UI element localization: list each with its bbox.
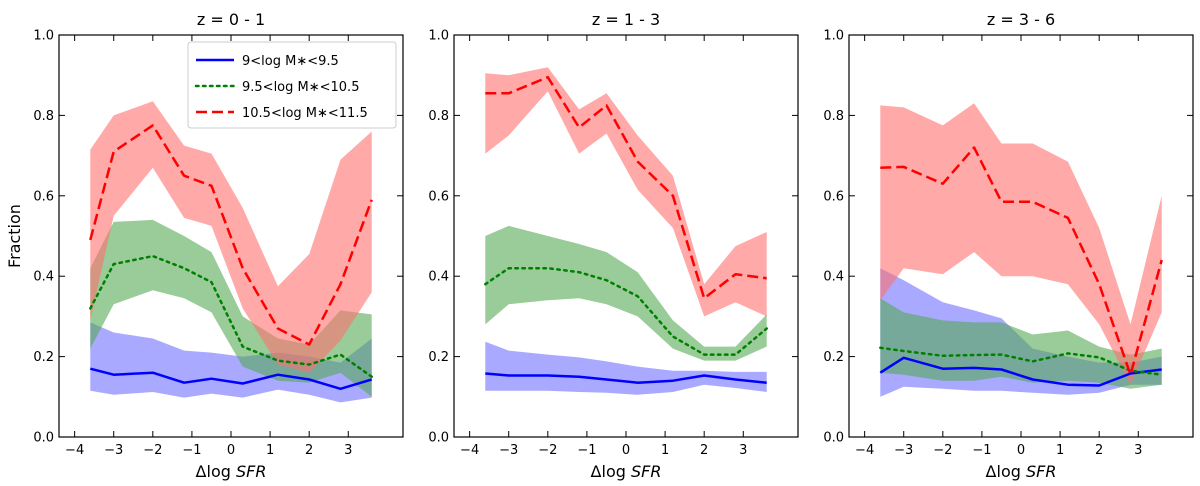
y-tick-label: 0.2 xyxy=(823,350,844,365)
band-low xyxy=(485,341,767,395)
x-tick-label: 1 xyxy=(1056,443,1064,458)
x-tick-label: 0 xyxy=(1017,443,1025,458)
series-line-mid xyxy=(89,254,373,378)
y-tick-label: 1.0 xyxy=(823,29,844,44)
x-axis-label: Δlog SFR xyxy=(986,462,1057,481)
x-tick-label: −1 xyxy=(182,443,201,458)
x-tick-label: −2 xyxy=(538,443,557,458)
y-tick-label: 0.2 xyxy=(428,350,449,365)
x-tick-label: 1 xyxy=(661,443,669,458)
x-axis-label: Δlog SFR xyxy=(196,462,267,481)
series-line-low xyxy=(89,367,373,391)
x-tick-label: −2 xyxy=(143,443,162,458)
x-tick-label: 3 xyxy=(344,443,352,458)
x-tick-label: 2 xyxy=(700,443,708,458)
x-tick-label: 2 xyxy=(1095,443,1103,458)
x-tick-label: 0 xyxy=(227,443,235,458)
x-tick-label: 3 xyxy=(739,443,747,458)
x-tick-label: −3 xyxy=(499,443,518,458)
y-tick-label: 0.6 xyxy=(428,189,449,204)
series-line-high xyxy=(485,75,767,300)
legend: 9<log M∗<9.5 9.5<log M∗<10.5 10.5<log M∗<1… xyxy=(187,41,397,129)
legend-label-high: 10.5<log M∗<11.5 xyxy=(242,106,368,121)
band-high xyxy=(485,67,767,317)
y-tick-label: 0.4 xyxy=(823,270,844,285)
y-tick-label: 0.0 xyxy=(823,431,844,446)
y-tick-label: 0.0 xyxy=(33,431,54,446)
x-tick-label: −4 xyxy=(65,443,84,458)
y-tick-label: 0.4 xyxy=(33,270,54,285)
x-tick-label: −1 xyxy=(972,443,991,458)
panel-2: −4 −3 −2 −1 0 1 2 3 0.0 0.2 0.4 0.6 0.8 1.0 z = 1 - 3 Δ… xyxy=(428,10,799,481)
series-line-mid xyxy=(484,266,768,356)
x-tick-label: −2 xyxy=(933,443,952,458)
series-line-mid xyxy=(879,346,1163,376)
panel-title: z = 1 - 3 xyxy=(592,10,660,29)
x-tick-label: −1 xyxy=(577,443,596,458)
y-tick-label: 0.2 xyxy=(33,350,54,365)
legend-label-low: 9<log M∗<9.5 xyxy=(242,54,339,69)
y-tick-label: 1.0 xyxy=(428,29,449,44)
series-line-high xyxy=(89,124,373,346)
panel-1: −4 −3 −2 −1 0 1 2 3 0.0 0.2 0.4 0.6 0.8 1.0 z = 0 - 1 Δ… xyxy=(5,10,404,481)
y-tick-label: 0.8 xyxy=(33,109,54,124)
x-tick-label: −4 xyxy=(460,443,479,458)
band-high xyxy=(880,103,1162,385)
series-line-low xyxy=(879,356,1162,387)
panel-title: z = 3 - 6 xyxy=(987,10,1055,29)
series-line-low xyxy=(485,372,767,384)
band-mid xyxy=(485,225,767,361)
x-tick-label: −3 xyxy=(894,443,913,458)
x-tick-label: 0 xyxy=(622,443,630,458)
band-mid xyxy=(880,298,1162,389)
legend-label-mid: 9.5<log M∗<10.5 xyxy=(242,80,359,95)
legend-box xyxy=(187,41,397,129)
y-tick-label: 0.6 xyxy=(823,189,844,204)
x-tick-label: −4 xyxy=(855,443,874,458)
y-tick-label: 0.8 xyxy=(823,109,844,124)
y-tick-label: 0.8 xyxy=(428,109,449,124)
y-tick-label: 0.6 xyxy=(33,189,54,204)
y-axis-label: Fraction xyxy=(5,204,24,268)
y-tick-label: 1.0 xyxy=(33,29,54,44)
x-tick-label: 1 xyxy=(266,443,274,458)
x-axis-label: Δlog SFR xyxy=(591,462,662,481)
panel-title: z = 0 - 1 xyxy=(197,10,265,29)
panel-3: −4 −3 −2 −1 0 1 2 3 0.0 0.2 0.4 0.6 0.8 1.0 z = 3 - 6 Δ… xyxy=(823,10,1194,481)
x-tick-label: 2 xyxy=(305,443,313,458)
band-low xyxy=(90,322,372,403)
y-tick-label: 0.0 xyxy=(428,431,449,446)
x-tick-label: −3 xyxy=(104,443,123,458)
y-tick-label: 0.4 xyxy=(428,270,449,285)
x-tick-label: 3 xyxy=(1134,443,1142,458)
